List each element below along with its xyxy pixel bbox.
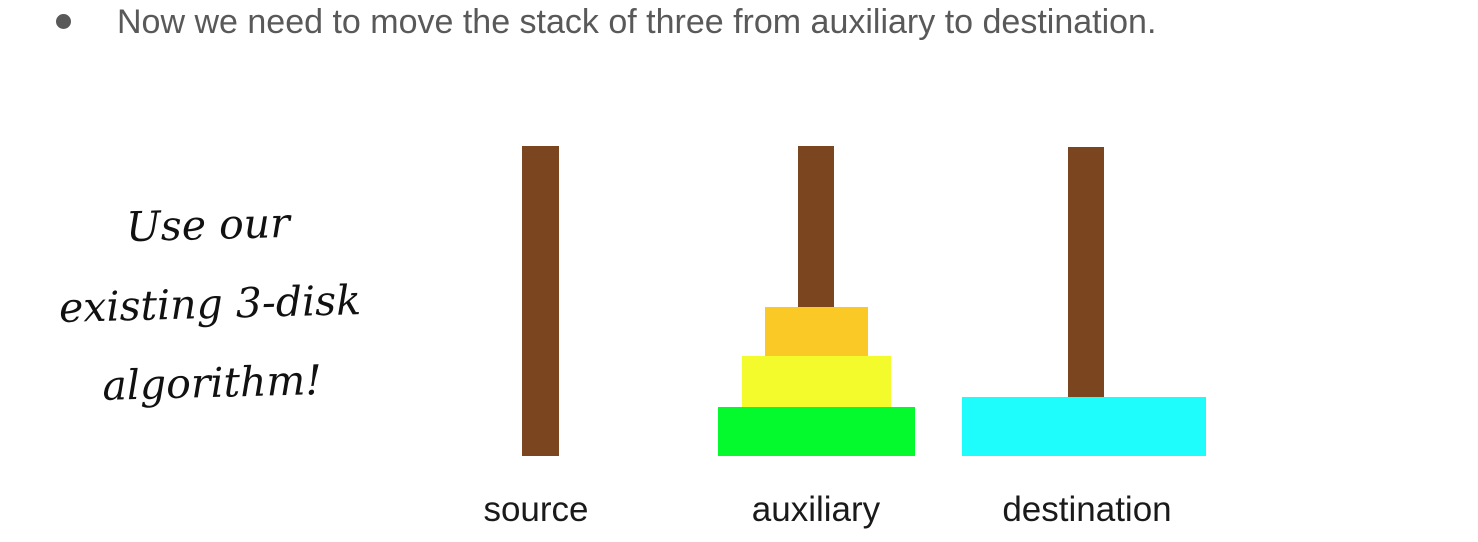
auxiliary-peg [798,146,834,308]
bullet-line: Now we need to move the stack of three f… [56,0,1436,44]
auxiliary-disk-orange [765,307,868,358]
auxiliary-disk-yellow [742,356,891,408]
auxiliary-disk-green [718,407,915,456]
destination-peg [1068,147,1104,399]
bullet-text: Now we need to move the stack of three f… [117,3,1157,41]
bullet-point-icon [56,14,71,29]
destination-disk-cyan [962,397,1206,456]
source-peg [522,146,559,456]
auxiliary-label: auxiliary [751,490,881,529]
source-label: source [483,490,589,529]
destination-label: destination [1002,490,1172,529]
